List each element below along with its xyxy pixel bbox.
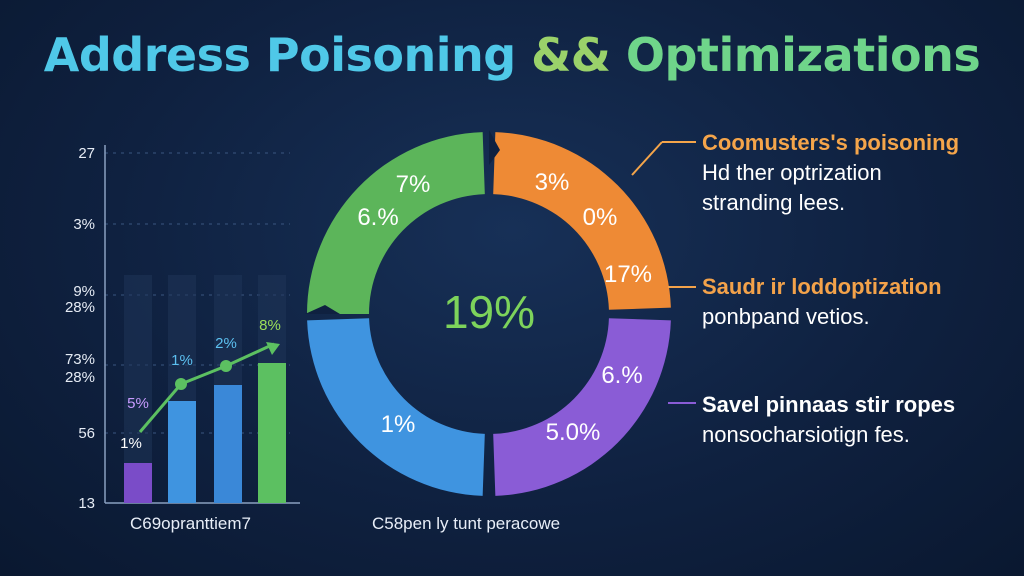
callout-2: Saudr ir loddoptization ponbpand vetios. [702,272,1002,332]
callout-3-heading: Savel pinnaas stir ropes [702,392,956,417]
callout-1-line-3: stranding lees. [702,190,846,215]
callout-line-1 [631,141,663,176]
y-tick-label: 13 [78,495,95,512]
donut-slice-label: 0% [583,204,618,231]
donut-notch [489,130,500,165]
trend-arrowhead [266,342,280,355]
donut-slice-label: 17% [604,261,652,288]
bar-3 [258,363,286,503]
callout-2-heading: Saudr ir loddoptization [702,274,942,299]
y-tick-label: 28% [65,299,95,316]
donut-slice-label: 6.% [357,204,398,231]
donut-chart-caption: C58pen ly tunt peracowe [372,514,561,533]
bar-value-label: 2% [215,335,237,352]
callout-2-line-2: ponbpand vetios. [702,304,870,329]
page-title: Address Poisoning && Optimizations [0,28,1024,82]
title-ampersand: && [531,28,611,82]
donut-slice-label: 7% [396,171,431,198]
callout-3-line-2: nonsocharsiotign fes. [702,422,910,447]
donut-notch [305,305,340,314]
bar-2 [214,385,242,503]
donut-slice-label: 1% [381,411,416,438]
donut-slice-label: 5.0% [546,419,601,446]
bar-extra-label: 1% [120,435,142,452]
trend-point [175,378,187,390]
callout-1-heading: Coomusters's poisoning [702,130,960,155]
y-tick-label: 28% [65,369,95,386]
y-tick-label: 3% [73,216,95,233]
title-part-1: Address Poisoning [43,28,516,82]
title-part-2: Optimizations [625,28,981,82]
callout-1: Coomusters's poisoning Hd ther optrizati… [702,128,1002,218]
donut-chart: 7% 6.% 3% 0% 17% 6.% 5.0% 1% 19% [305,130,671,496]
donut-slice-label: 3% [535,169,570,196]
y-tick-label: 73% [65,351,95,368]
donut-center-label: 19% [443,286,535,338]
y-tick-label: 9% [73,283,95,300]
bar-1 [168,401,196,503]
trend-line [138,342,275,433]
bar-chart-x-label: C69opranttiem7 [130,514,251,533]
callout-1-line-2: Hd ther optrization [702,160,882,185]
bar-value-label: 1% [171,352,193,369]
trend-point [220,360,232,372]
donut-slice-0 [307,132,485,314]
y-tick-label: 56 [78,425,95,442]
bar-value-label: 8% [259,317,281,334]
donut-slice-label: 6.% [601,362,642,389]
y-tick-label: 27 [78,145,95,162]
donut-slice-1 [493,132,671,310]
bar-value-label: 5% [127,395,149,412]
donut-slice-2 [493,318,671,496]
bar-0 [124,463,152,503]
donut-slice-3 [307,318,485,496]
callout-3: Savel pinnaas stir ropes nonsocharsiotig… [702,390,1002,450]
